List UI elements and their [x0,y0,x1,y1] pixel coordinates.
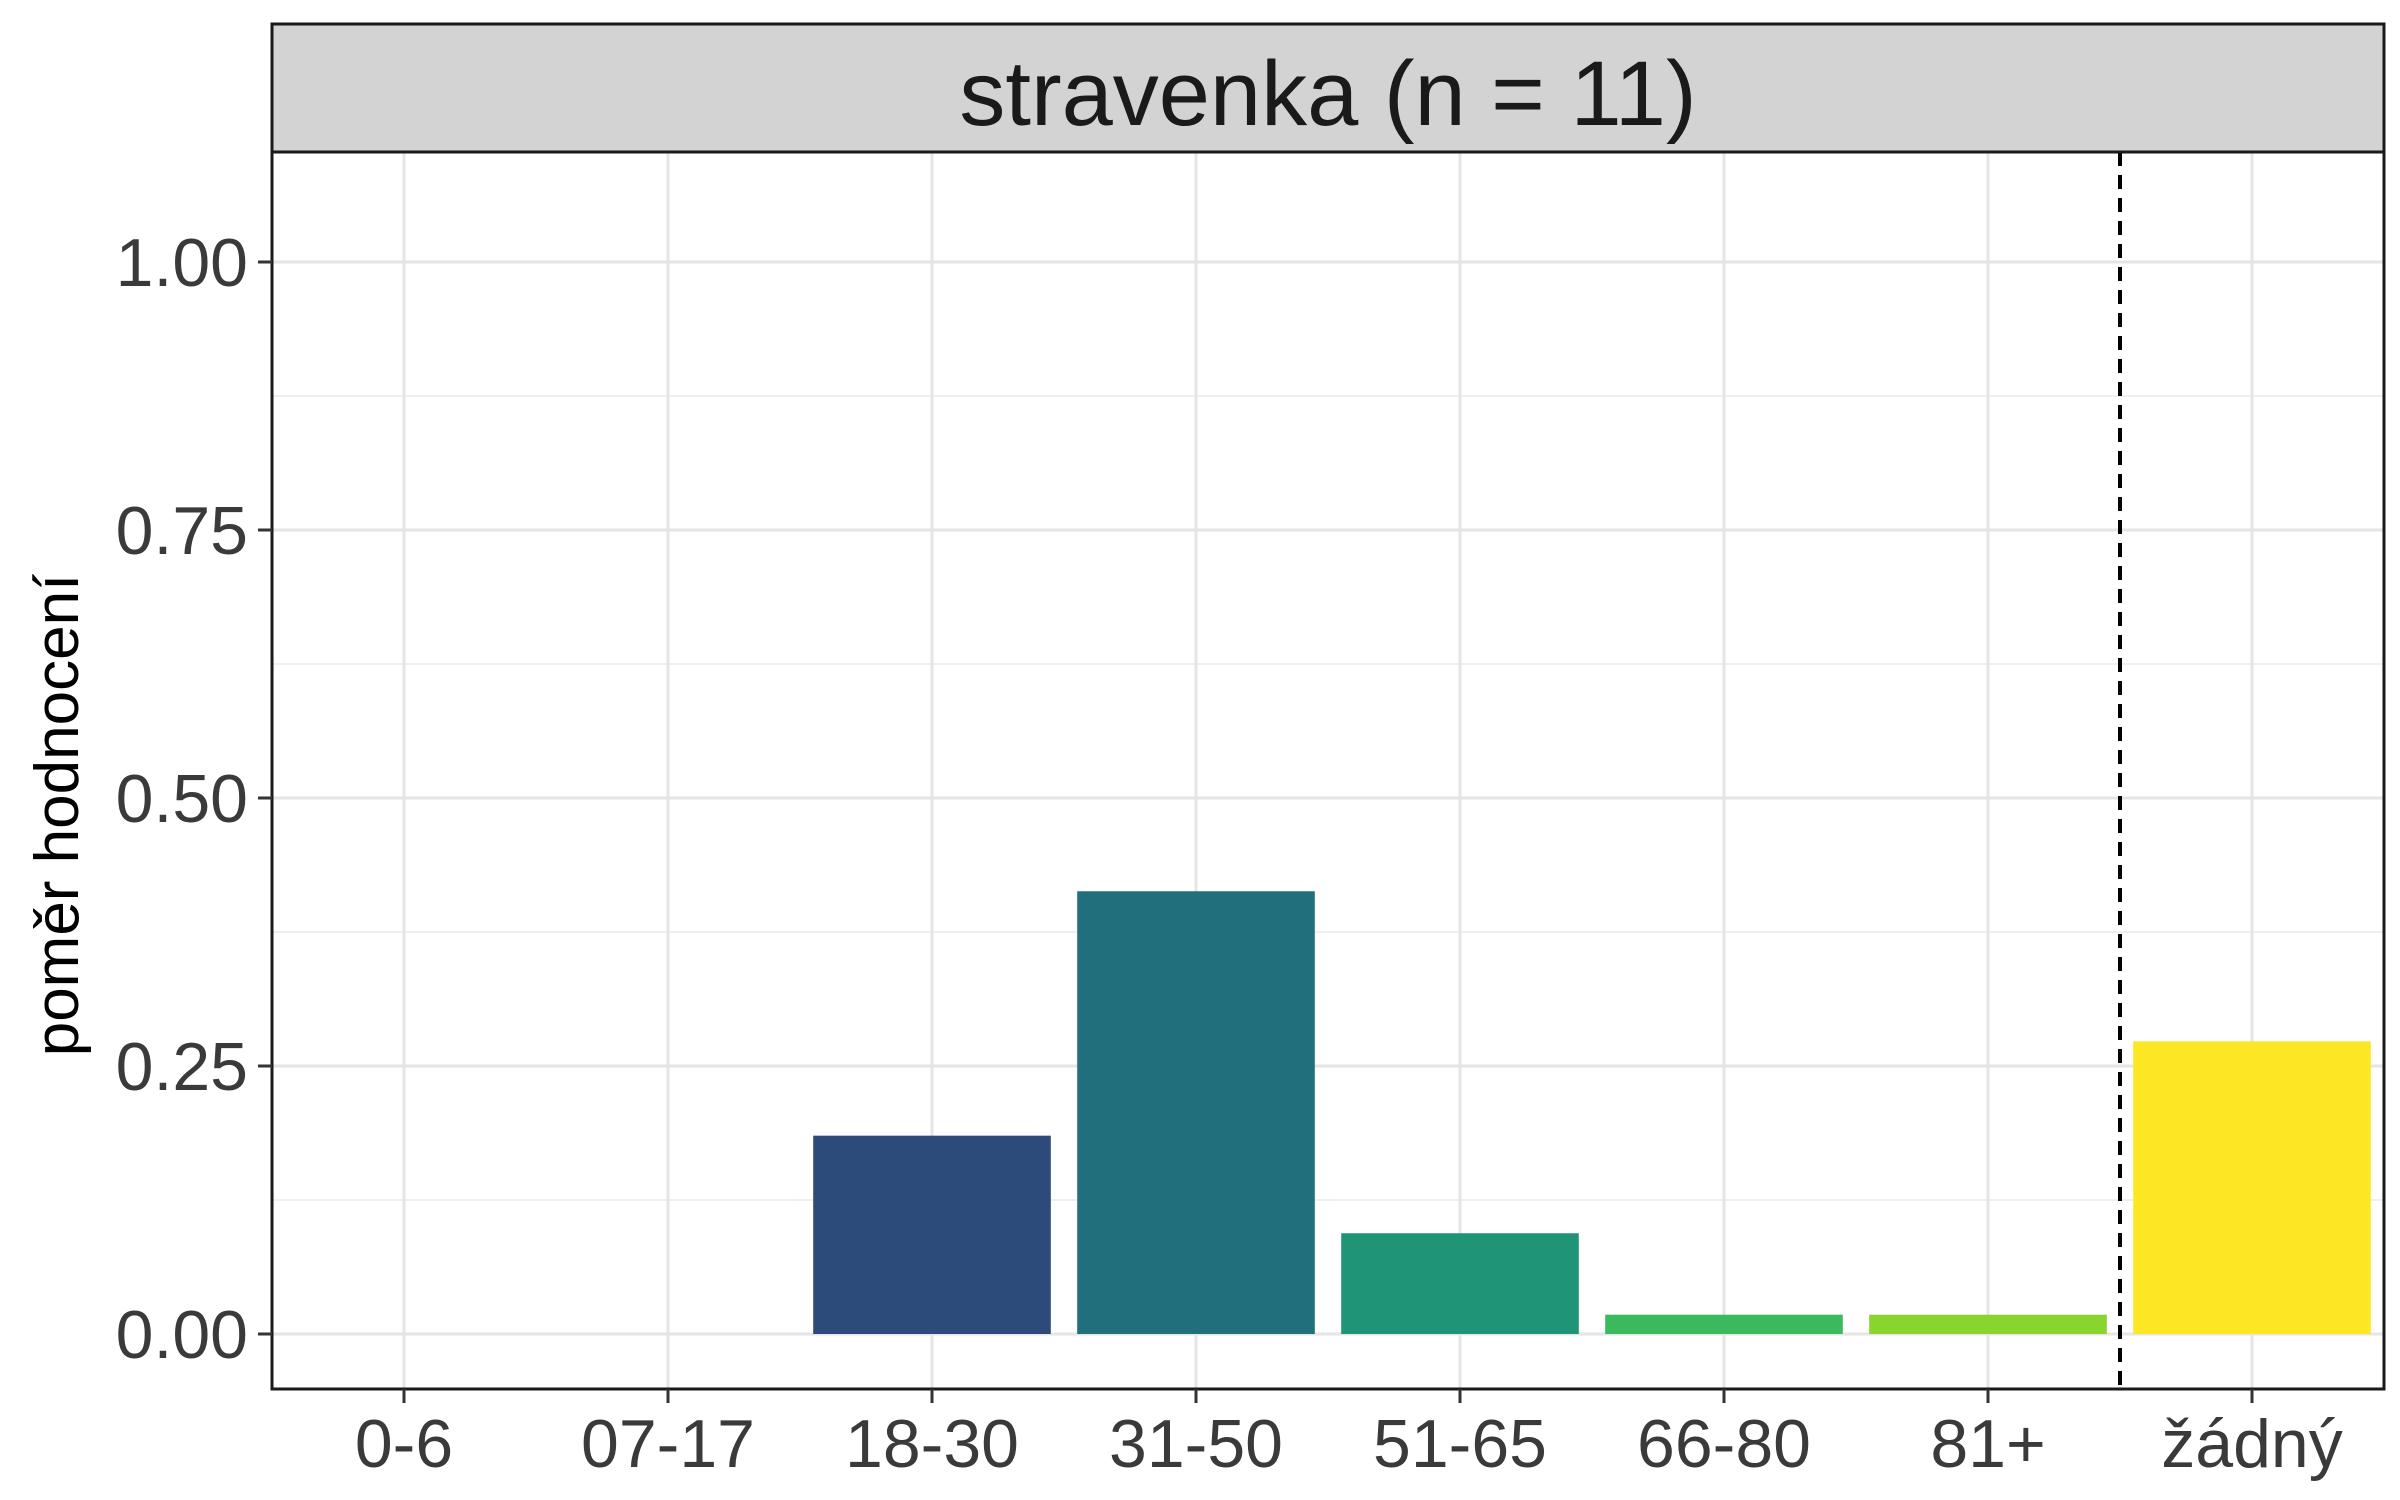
bar-layer [813,891,2371,1334]
panel-border [270,150,2386,1391]
y-axis: 0.00 0.25 0.50 0.75 1.00 [116,225,272,1373]
x-tick-label: 51-65 [1373,1406,1547,1482]
x-tick-label: 07-17 [581,1406,755,1482]
x-tick-label: žádný [2161,1406,2342,1482]
x-tick-label: 81+ [1930,1406,2045,1482]
facet-strip [270,22,2386,154]
y-tick-label: 0.50 [116,761,248,837]
bar-žádný [2133,1041,2371,1334]
bar-51-65 [1341,1233,1579,1334]
grid-layer [272,152,2384,1389]
bar-31-50 [1077,891,1315,1334]
facet-title: stravenka (n = 11) [959,43,1696,145]
y-tick-label: 0.00 [116,1297,248,1373]
x-axis: 0-6 07-17 18-30 31-50 51-65 66-80 81+ žádný [355,1389,2343,1482]
bar-81+ [1869,1314,2107,1334]
bar-66-80 [1605,1314,1843,1334]
x-tick-label: 31-50 [1109,1406,1283,1482]
y-tick-label: 1.00 [116,225,248,301]
bar-18-30 [813,1135,1051,1334]
x-tick-label: 0-6 [355,1406,453,1482]
x-tick-label: 66-80 [1637,1406,1811,1482]
x-tick-label: 18-30 [845,1406,1019,1482]
y-axis-title: poměr hodnocení [23,574,92,1057]
y-tick-label: 0.75 [116,493,248,569]
y-tick-label: 0.25 [116,1029,248,1105]
